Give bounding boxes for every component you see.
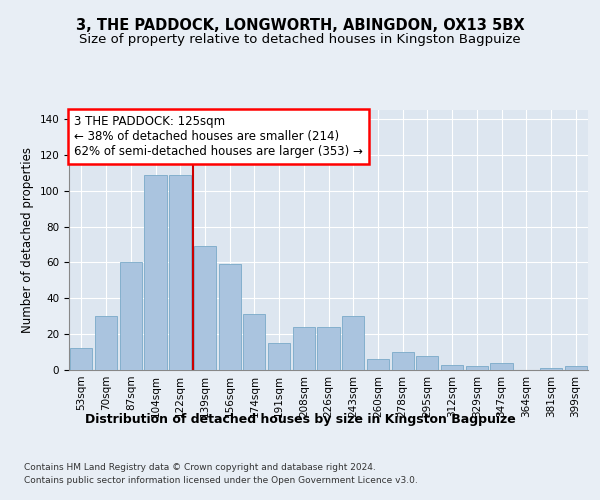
Bar: [342, 316, 364, 370]
Bar: [194, 246, 216, 370]
Bar: [70, 348, 92, 370]
Bar: [119, 262, 142, 370]
Bar: [243, 314, 265, 370]
Text: 3, THE PADDOCK, LONGWORTH, ABINGDON, OX13 5BX: 3, THE PADDOCK, LONGWORTH, ABINGDON, OX1…: [76, 18, 524, 32]
Bar: [392, 352, 414, 370]
Bar: [268, 343, 290, 370]
Bar: [293, 327, 315, 370]
Bar: [466, 366, 488, 370]
Bar: [490, 363, 512, 370]
Text: Contains HM Land Registry data © Crown copyright and database right 2024.: Contains HM Land Registry data © Crown c…: [24, 462, 376, 471]
Bar: [218, 264, 241, 370]
Text: Contains public sector information licensed under the Open Government Licence v3: Contains public sector information licen…: [24, 476, 418, 485]
Bar: [169, 174, 191, 370]
Bar: [317, 327, 340, 370]
Bar: [540, 368, 562, 370]
Bar: [565, 366, 587, 370]
Bar: [367, 359, 389, 370]
Bar: [145, 174, 167, 370]
Bar: [95, 316, 117, 370]
Bar: [441, 364, 463, 370]
Text: 3 THE PADDOCK: 125sqm
← 38% of detached houses are smaller (214)
62% of semi-det: 3 THE PADDOCK: 125sqm ← 38% of detached …: [74, 115, 363, 158]
Text: Distribution of detached houses by size in Kingston Bagpuize: Distribution of detached houses by size …: [85, 412, 515, 426]
Y-axis label: Number of detached properties: Number of detached properties: [21, 147, 34, 333]
Text: Size of property relative to detached houses in Kingston Bagpuize: Size of property relative to detached ho…: [79, 32, 521, 46]
Bar: [416, 356, 439, 370]
